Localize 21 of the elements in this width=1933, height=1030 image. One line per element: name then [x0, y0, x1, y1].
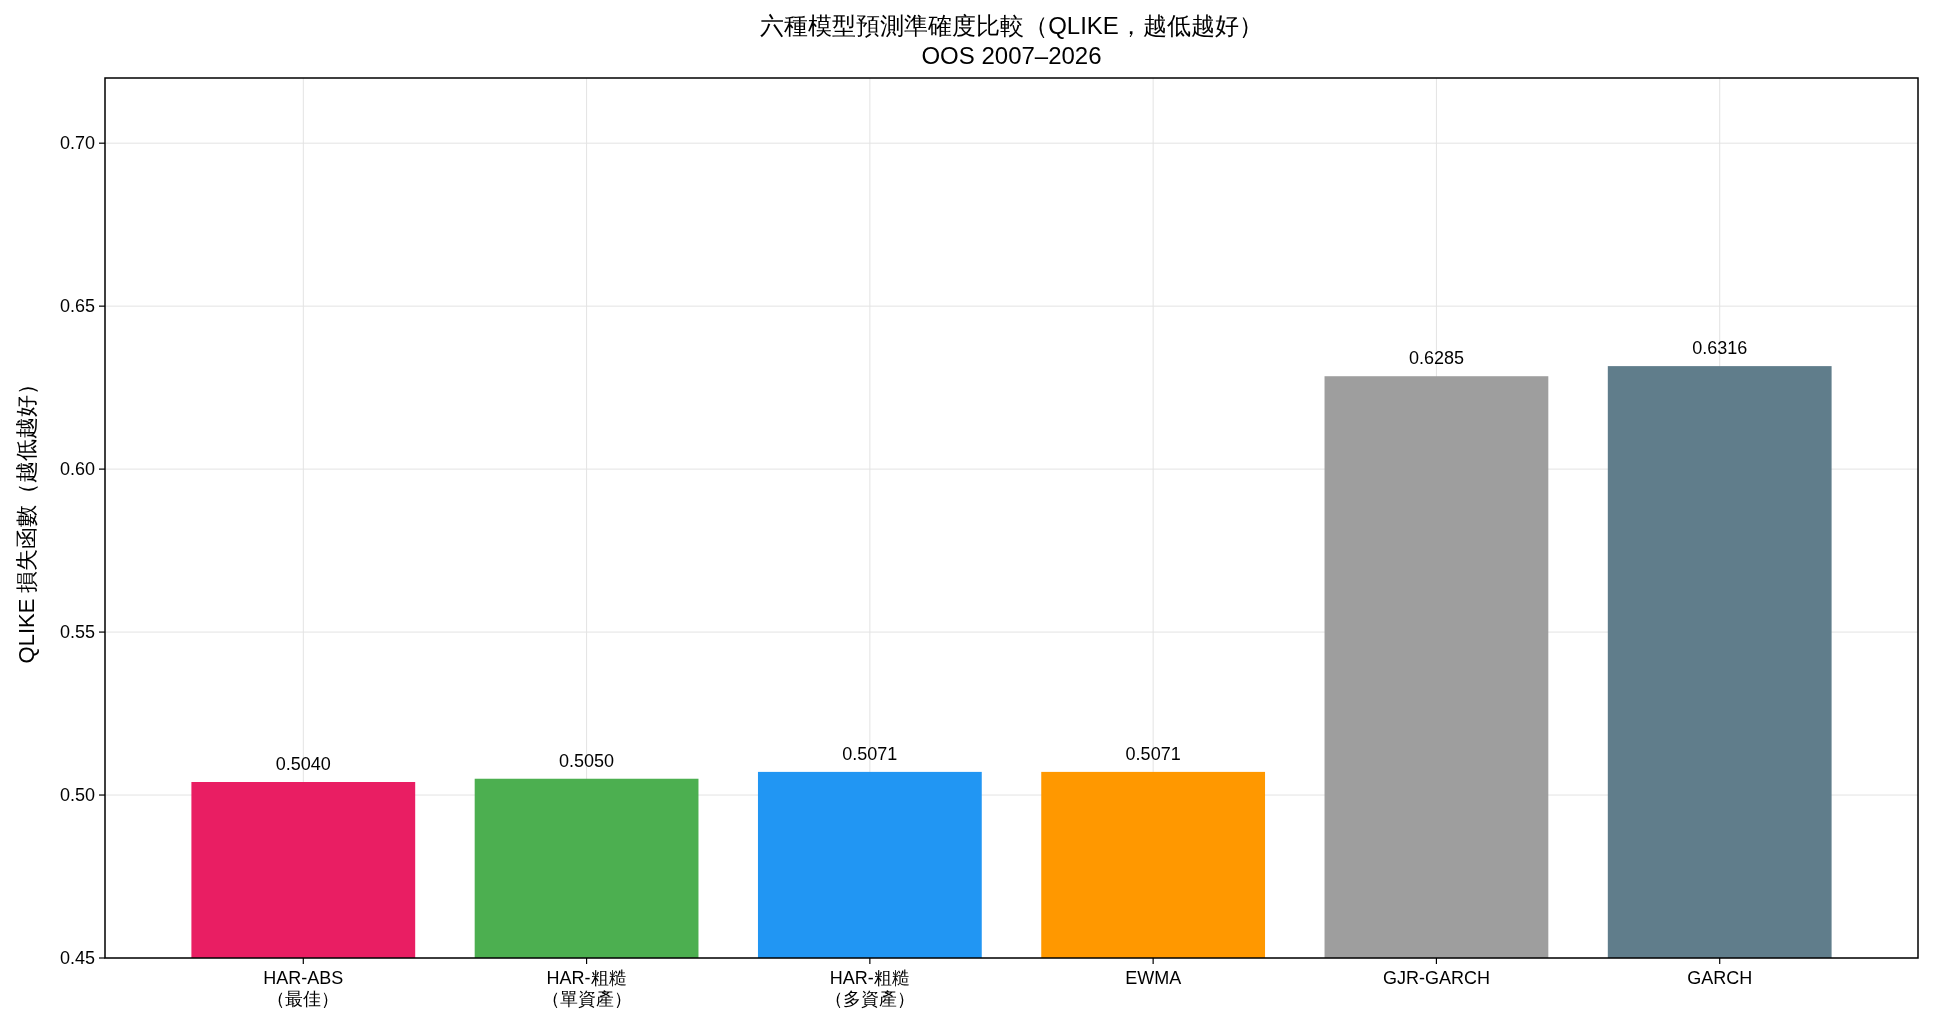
y-tick-label: 0.65	[59, 296, 95, 317]
data-label: 0.5071	[1125, 743, 1181, 764]
data-label: 0.6285	[1408, 348, 1464, 369]
data-label: 0.6316	[1692, 338, 1748, 359]
x-tick-label: HAR-ABS（最佳）	[263, 968, 344, 1009]
data-label: 0.5050	[559, 750, 615, 771]
x-tick-label: GJR-GARCH	[1382, 968, 1490, 988]
chart-subtitle: OOS 2007–2026	[921, 42, 1102, 69]
x-tick-label: EWMA	[1125, 968, 1182, 988]
data-label: 0.5071	[842, 743, 898, 764]
x-tick-label: GARCH	[1687, 968, 1753, 988]
y-tick-label: 0.70	[59, 133, 95, 154]
chart-title: 六種模型預測準確度比較（QLIKE，越低越好）	[760, 12, 1263, 39]
y-axis-title: QLIKE 損失函數（越低越好）	[14, 372, 39, 664]
y-tick-label: 0.60	[59, 459, 95, 480]
y-tick-label: 0.55	[59, 622, 95, 643]
data-label: 0.5040	[275, 754, 331, 774]
y-tick-label: 0.50	[59, 785, 95, 806]
x-tick-label: HAR-粗糙（多資產）	[824, 968, 915, 1009]
y-tick-label: 0.45	[59, 948, 95, 968]
x-tick-label: HAR-粗糙（單資產）	[541, 968, 632, 1009]
